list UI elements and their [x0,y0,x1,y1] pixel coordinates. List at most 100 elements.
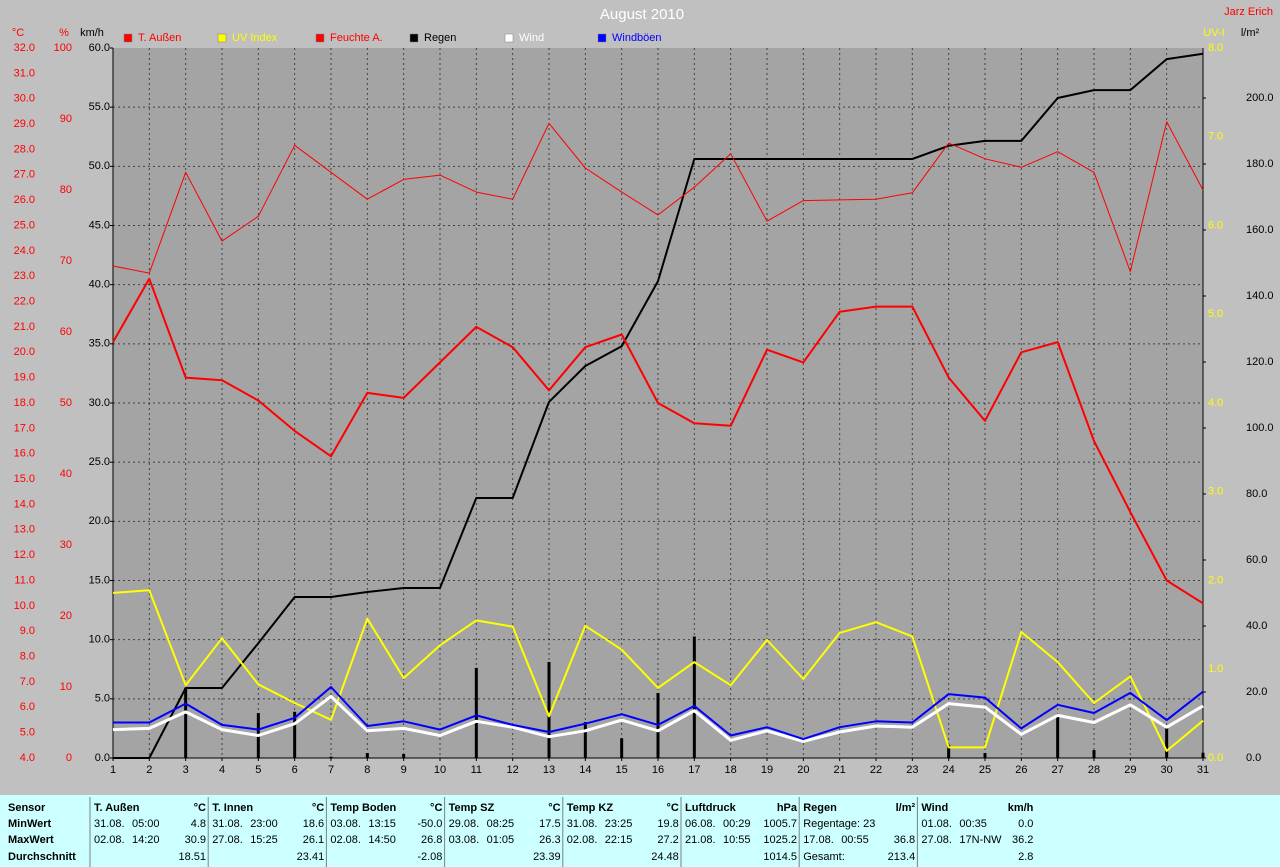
cell: 27.2 [657,834,678,846]
y-tick-label: 20.0 [1246,686,1267,698]
series-line [112,277,1204,605]
cell: 26.8 [421,834,442,846]
axis-unit: km/h [80,27,104,39]
bar [329,756,333,758]
cell: 03.08. [330,818,361,830]
cell: 01.08. [921,818,952,830]
x-tick-label: 27 [1052,764,1064,776]
y-tick-label: 8.0 [20,650,35,662]
legend-label: Regen [424,32,456,44]
y-tick-label: 30.0 [14,93,35,105]
cell: 02.08. [330,834,361,846]
block-title: Temp Boden [330,802,396,814]
cell: 03.08. [449,834,480,846]
series-line [112,121,1204,274]
legend-label: Windböen [612,32,662,44]
y-tick-label: 0.0 [1246,752,1261,764]
y-tick-label: 5.0 [95,693,110,705]
y-tick-label: 60.0 [89,42,110,54]
x-tick-label: 31 [1197,764,1209,776]
cell: 1014.5 [763,851,797,863]
cell: 18.6 [303,818,324,830]
cell: 1025.2 [763,834,797,846]
y-tick-label: 18.0 [14,397,35,409]
y-tick-label: 40.0 [89,279,110,291]
cell: -2.08 [417,851,442,863]
x-tick-label: 9 [401,764,407,776]
row-label: MaxWert [8,834,54,846]
x-tick-label: 6 [292,764,298,776]
y-tick-label: 19.0 [14,372,35,384]
x-tick-label: 15 [616,764,628,776]
axis-unit: l/m² [1241,27,1260,39]
bar [293,711,297,758]
cell: 14:20 [132,834,160,846]
x-tick-label: 1 [110,764,116,776]
legend-swatch [123,33,133,43]
x-tick-label: 8 [364,764,370,776]
cell: 15:25 [250,834,278,846]
y-tick-label: 29.0 [14,118,35,130]
cell: 19.8 [657,818,678,830]
cell: 31.08. [94,818,125,830]
y-tick-label: 40 [60,468,72,480]
bar [1165,726,1169,758]
row-label: Durchschnitt [8,851,76,863]
y-tick-label: 30 [60,539,72,551]
x-tick-label: 26 [1015,764,1027,776]
cell: 31.08. [567,818,598,830]
bar [692,636,696,758]
y-tick-label: 20 [60,610,72,622]
stats-panel [0,795,1280,867]
block-title: T. Außen [94,802,140,814]
cell: 23.39 [533,851,561,863]
cell: 00:29 [723,818,751,830]
cell: Regentage: 23 [803,818,875,830]
legend-swatch [504,33,514,43]
y-tick-label: 3.0 [1208,486,1223,498]
series-line [113,52,1204,759]
y-tick-label: 70 [60,255,72,267]
y-tick-label: 25.0 [14,219,35,231]
x-tick-label: 28 [1088,764,1100,776]
cell: -50.0 [417,818,442,830]
x-tick-label: 18 [725,764,737,776]
x-tick-label: 24 [943,764,955,776]
y-tick-label: 100 [54,42,72,54]
block-title: Wind [921,802,948,814]
cell: 31.08. [212,818,243,830]
x-tick-label: 12 [507,764,519,776]
y-tick-label: 100.0 [1246,422,1274,434]
x-tick-label: 25 [979,764,991,776]
y-tick-label: 0 [66,752,72,764]
cell: 08:25 [487,818,515,830]
y-tick-label: 10.0 [14,600,35,612]
cell: 00:55 [841,834,869,846]
y-tick-label: 10.0 [89,634,110,646]
y-tick-label: 1.0 [1208,663,1223,675]
y-tick-label: 8.0 [1208,42,1223,54]
block-unit: °C [194,802,206,814]
y-tick-label: 7.0 [20,676,35,688]
bar [184,688,188,758]
cell: 17.5 [539,818,560,830]
y-tick-label: 9.0 [20,625,35,637]
block-unit: hPa [777,802,798,814]
y-tick-label: 14.0 [14,498,35,510]
y-tick-label: 25.0 [89,456,110,468]
bar [947,744,951,758]
y-tick-label: 50 [60,397,72,409]
y-tick-label: 6.0 [1208,219,1223,231]
legend-label: Feuchte A. [330,32,383,44]
cell: 1005.7 [763,818,797,830]
x-tick-label: 20 [797,764,809,776]
block-unit: km/h [1008,802,1034,814]
y-tick-label: 10 [60,681,72,693]
y-tick-label: 15.0 [14,473,35,485]
cell: 06.08. [685,818,716,830]
y-tick-label: 45.0 [89,219,110,231]
y-tick-label: 50.0 [89,160,110,172]
block-title: Temp SZ [449,802,495,814]
